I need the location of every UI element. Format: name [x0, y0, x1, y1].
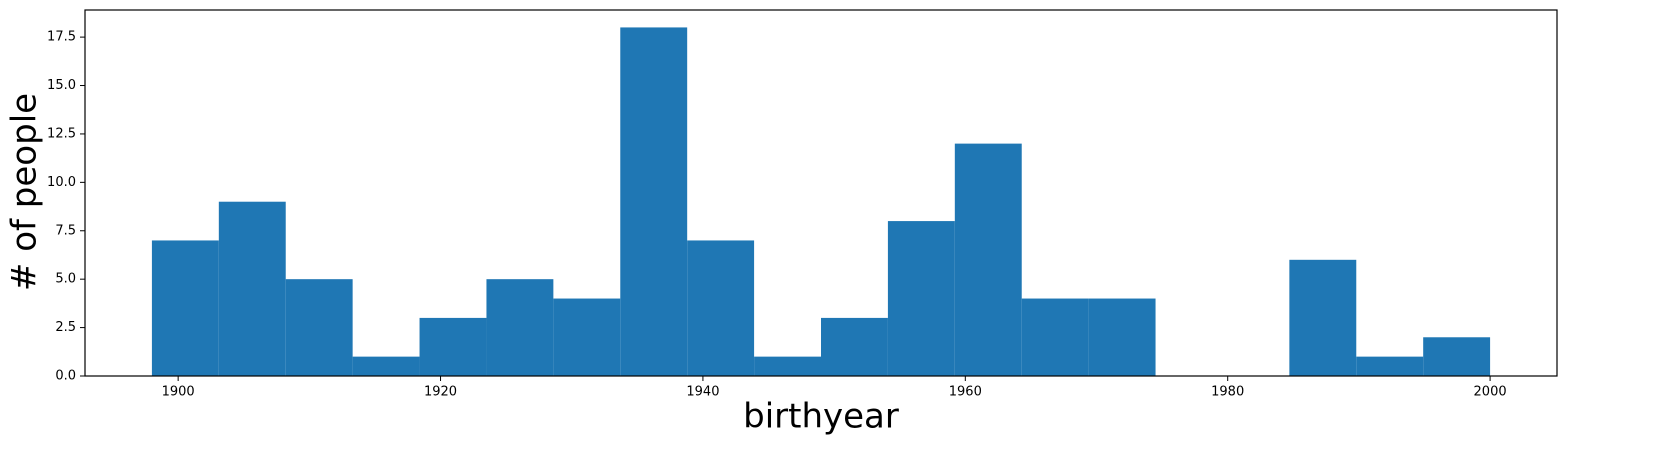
bar [151, 240, 219, 376]
bar [419, 317, 487, 376]
bar [218, 201, 286, 376]
y-tick-label: 15.0 [47, 78, 76, 93]
bar [553, 298, 621, 376]
bar [754, 356, 821, 376]
y-tick-label: 2.5 [55, 320, 76, 335]
y-tick-label: 0.0 [55, 369, 76, 384]
y-tick-label: 17.5 [47, 30, 76, 45]
bar [687, 240, 755, 376]
y-axis-label: # of people [5, 93, 45, 291]
bar [1088, 298, 1156, 376]
x-tick-label: 1920 [424, 385, 457, 400]
y-tick-label: 12.5 [47, 126, 76, 141]
x-tick-label: 2000 [1474, 385, 1507, 400]
x-tick-label: 1940 [686, 385, 719, 400]
bar [954, 143, 1022, 376]
bar [1423, 337, 1491, 376]
bar [887, 221, 955, 376]
bar [1021, 298, 1089, 376]
x-tick-label: 1900 [162, 385, 195, 400]
y-tick-label: 10.0 [47, 175, 76, 190]
y-tick-label: 7.5 [55, 223, 76, 238]
bar [821, 317, 888, 376]
bar [1289, 259, 1357, 376]
bar [352, 356, 420, 376]
bar [486, 279, 554, 376]
bar [1356, 356, 1424, 376]
x-axis-label: birthyear [743, 397, 899, 437]
plot-frame [84, 9, 1558, 377]
bar [620, 27, 688, 377]
y-tick-label: 5.0 [55, 272, 76, 287]
x-tick-label: 1960 [949, 385, 982, 400]
bar [285, 279, 353, 376]
x-tick-label: 1980 [1211, 385, 1244, 400]
